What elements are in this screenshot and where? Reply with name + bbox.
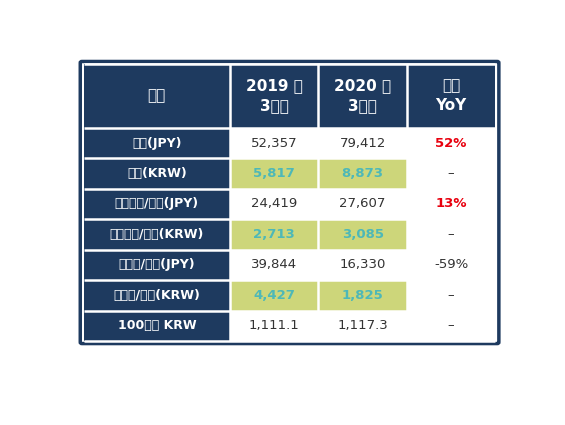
Bar bbox=[230, 128, 318, 159]
Bar bbox=[230, 159, 318, 189]
Bar bbox=[407, 189, 496, 219]
Text: 2,713: 2,713 bbox=[253, 228, 295, 241]
Text: 증감
YoY: 증감 YoY bbox=[436, 79, 467, 113]
Text: 영업이익/손실(JPY): 영업이익/손실(JPY) bbox=[115, 198, 199, 210]
Text: 39,844: 39,844 bbox=[251, 258, 297, 271]
Bar bbox=[407, 159, 496, 189]
Bar bbox=[84, 128, 230, 159]
Text: –: – bbox=[448, 228, 454, 241]
Text: 1,117.3: 1,117.3 bbox=[337, 319, 388, 332]
Bar bbox=[230, 249, 318, 280]
Text: –: – bbox=[448, 289, 454, 302]
Bar bbox=[230, 311, 318, 341]
Text: 52%: 52% bbox=[436, 136, 467, 150]
Text: 매출(JPY): 매출(JPY) bbox=[132, 136, 181, 150]
Bar bbox=[84, 311, 230, 341]
Bar bbox=[318, 249, 407, 280]
Bar bbox=[318, 280, 407, 311]
Bar bbox=[318, 189, 407, 219]
Bar bbox=[318, 219, 407, 249]
Text: –: – bbox=[448, 319, 454, 332]
Bar bbox=[230, 189, 318, 219]
Bar bbox=[407, 249, 496, 280]
Text: 27,607: 27,607 bbox=[340, 198, 386, 210]
Text: 16,330: 16,330 bbox=[340, 258, 386, 271]
Bar bbox=[407, 64, 496, 128]
Text: –: – bbox=[448, 167, 454, 180]
Text: 100엔당 KRW: 100엔당 KRW bbox=[118, 319, 196, 332]
Bar bbox=[230, 64, 318, 128]
Text: 매출(KRW): 매출(KRW) bbox=[127, 167, 186, 180]
Bar bbox=[84, 280, 230, 311]
Bar bbox=[84, 64, 230, 128]
Bar bbox=[84, 189, 230, 219]
Bar bbox=[84, 159, 230, 189]
Text: 3,085: 3,085 bbox=[342, 228, 384, 241]
Text: 13%: 13% bbox=[436, 198, 467, 210]
Text: 1,825: 1,825 bbox=[342, 289, 384, 302]
Text: 구분: 구분 bbox=[147, 88, 166, 104]
Text: 8,873: 8,873 bbox=[342, 167, 384, 180]
Text: 79,412: 79,412 bbox=[340, 136, 386, 150]
Bar bbox=[84, 219, 230, 249]
Bar bbox=[84, 249, 230, 280]
Text: 영업이익/손실(KRW): 영업이익/손실(KRW) bbox=[110, 228, 204, 241]
Bar bbox=[318, 159, 407, 189]
Bar bbox=[230, 280, 318, 311]
Bar bbox=[318, 128, 407, 159]
Text: 4,427: 4,427 bbox=[253, 289, 295, 302]
Text: 2020 년
3분기: 2020 년 3분기 bbox=[334, 79, 391, 113]
Text: 순이익/손실(JPY): 순이익/손실(JPY) bbox=[119, 258, 195, 271]
Text: -59%: -59% bbox=[434, 258, 468, 271]
Bar bbox=[407, 280, 496, 311]
Bar bbox=[318, 64, 407, 128]
Text: 1,111.1: 1,111.1 bbox=[249, 319, 299, 332]
Bar bbox=[318, 311, 407, 341]
Text: 24,419: 24,419 bbox=[251, 198, 297, 210]
Bar bbox=[407, 128, 496, 159]
Bar bbox=[407, 311, 496, 341]
Text: 52,357: 52,357 bbox=[251, 136, 297, 150]
Bar bbox=[407, 219, 496, 249]
Bar bbox=[230, 219, 318, 249]
Text: 2019 년
3분기: 2019 년 3분기 bbox=[246, 79, 303, 113]
Text: 순이익/손실(KRW): 순이익/손실(KRW) bbox=[114, 289, 200, 302]
Text: 5,817: 5,817 bbox=[253, 167, 295, 180]
